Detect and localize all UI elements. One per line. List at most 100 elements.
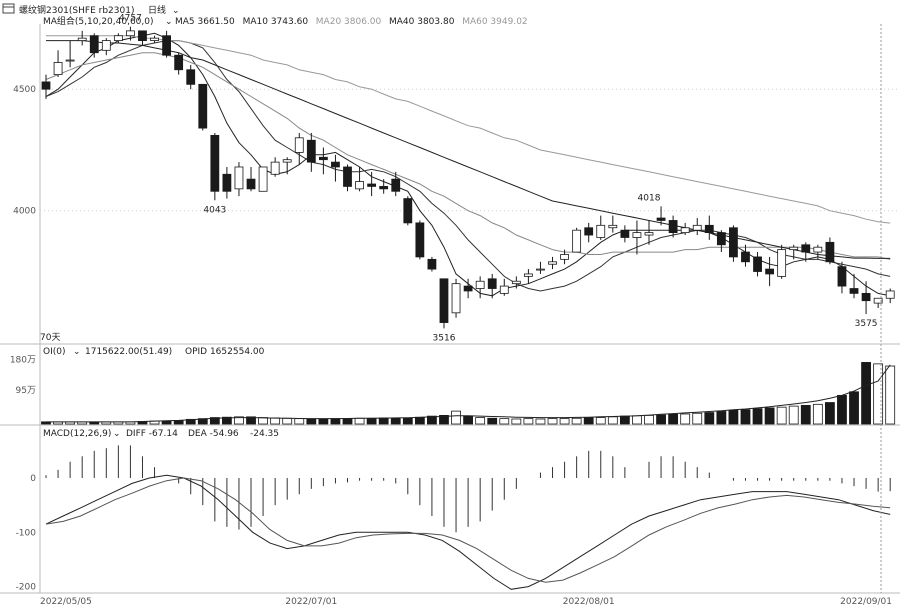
oi-bar — [439, 415, 449, 425]
ma-value-label: MA40 3803.80 — [389, 17, 455, 27]
period-selector[interactable]: 日线 — [148, 4, 166, 16]
oi-bar — [209, 417, 220, 425]
price-annotation: 4043 — [203, 205, 226, 215]
candle-body — [451, 283, 461, 314]
candle-body — [294, 137, 304, 153]
candle-body — [126, 30, 135, 37]
price-grid — [40, 88, 900, 212]
window-icon[interactable] — [2, 3, 15, 14]
oi-bar — [692, 412, 703, 425]
candlesticks — [41, 26, 895, 329]
oi-bar — [656, 414, 666, 425]
candle-body — [741, 251, 750, 263]
oi-name[interactable]: OI(0) — [43, 347, 66, 357]
oi-bar — [342, 418, 353, 425]
price-annotation: 3516 — [433, 333, 456, 343]
macd-name[interactable]: MACD(12,26,9) — [43, 429, 111, 439]
oi-bar — [788, 405, 799, 425]
oi-bar — [366, 417, 377, 425]
candle-body — [656, 217, 666, 221]
ma-line-ma20 — [45, 52, 891, 260]
candle-body — [837, 266, 847, 287]
oi-bar — [619, 415, 630, 425]
macd-diff: DIFF -67.14 — [126, 429, 178, 439]
price-tick-label: 4500 — [13, 85, 36, 95]
macd-line-diff — [45, 474, 891, 590]
oi-bar — [451, 410, 461, 425]
oi-bar — [740, 409, 751, 425]
oi-bar — [825, 402, 835, 425]
oi-bar — [800, 404, 811, 425]
oi-bar — [704, 412, 715, 425]
candle-body — [885, 290, 895, 299]
oi-bar — [644, 415, 654, 425]
candle-body — [789, 246, 799, 251]
candle-body — [198, 83, 208, 129]
candle-body — [777, 249, 787, 277]
candle-body — [475, 280, 485, 289]
oi-bar — [378, 417, 389, 425]
macd-value: -24.35 — [250, 429, 279, 439]
oi-bar — [535, 418, 546, 425]
candle-body — [174, 54, 184, 71]
candle-body — [258, 166, 268, 192]
candle-body — [367, 183, 377, 187]
candle-body — [270, 161, 280, 175]
candle-body — [729, 227, 738, 258]
candle-body — [343, 166, 352, 187]
candle-body — [53, 62, 63, 76]
candle-body — [186, 69, 196, 85]
candle-body — [41, 81, 51, 90]
oi-y-axis: 180万 95万 — [10, 356, 36, 396]
ma-line-ma60 — [46, 35, 891, 224]
oi-bar — [487, 417, 498, 425]
candle-body — [318, 156, 328, 161]
opid-value: OPID 1652554.00 — [185, 347, 265, 357]
instrument-title: 螺纹钢2301(SHFE rb2301) — [19, 4, 134, 16]
oi-value: 1715622.00(51.49) — [85, 347, 172, 357]
candle-body — [162, 35, 172, 56]
oi-bar — [414, 416, 425, 425]
panel-frames — [0, 24, 900, 594]
candle-body — [668, 220, 678, 234]
candle-body — [680, 227, 690, 234]
oi-bar — [716, 411, 727, 425]
oi-bar — [547, 418, 558, 425]
ma-values: MA5 3661.50 MA10 3743.60 MA20 3806.00 MA40 … — [175, 17, 528, 27]
candle-body — [825, 241, 835, 263]
candle-body — [306, 139, 316, 163]
oi-bar — [849, 391, 859, 425]
candle-body — [632, 232, 642, 238]
oi-bar — [511, 418, 522, 425]
candle-body — [584, 227, 594, 236]
oi-bar — [402, 417, 413, 425]
candle-body — [536, 268, 545, 271]
price-annotation: 4018 — [638, 193, 661, 203]
oi-bar — [294, 418, 305, 425]
macd-histogram — [45, 445, 891, 533]
oi-bar — [728, 409, 739, 425]
x-tick-label: 2022/08/01 — [563, 597, 615, 607]
chevron-down-icon[interactable]: ⌄ — [73, 347, 81, 357]
chevron-down-icon[interactable]: ⌄ — [172, 6, 180, 16]
price-header: 螺纹钢2301(SHFE rb2301) 日线 ⌄ MA组合(5,10,20,4… — [2, 3, 528, 27]
oi-bar — [523, 418, 534, 425]
candle-body — [138, 30, 147, 41]
candle-body — [331, 161, 340, 168]
candle-body — [439, 278, 449, 323]
chevron-down-icon[interactable]: ⌄ — [113, 429, 121, 439]
opid-line — [46, 364, 891, 423]
candle-body — [415, 222, 425, 258]
oi-bar — [752, 408, 763, 425]
candle-body — [801, 244, 811, 253]
chevron-down-icon[interactable]: ⌄ — [165, 17, 173, 27]
candle-body — [403, 198, 413, 224]
candle-body — [427, 258, 437, 270]
oi-bar — [873, 363, 884, 425]
oi-bar — [885, 365, 896, 425]
oi-bar — [246, 416, 256, 425]
ma-group-label[interactable]: MA组合(5,10,20,40,60,0) — [43, 15, 154, 27]
candle-body — [355, 181, 364, 190]
candle-body — [222, 173, 232, 192]
